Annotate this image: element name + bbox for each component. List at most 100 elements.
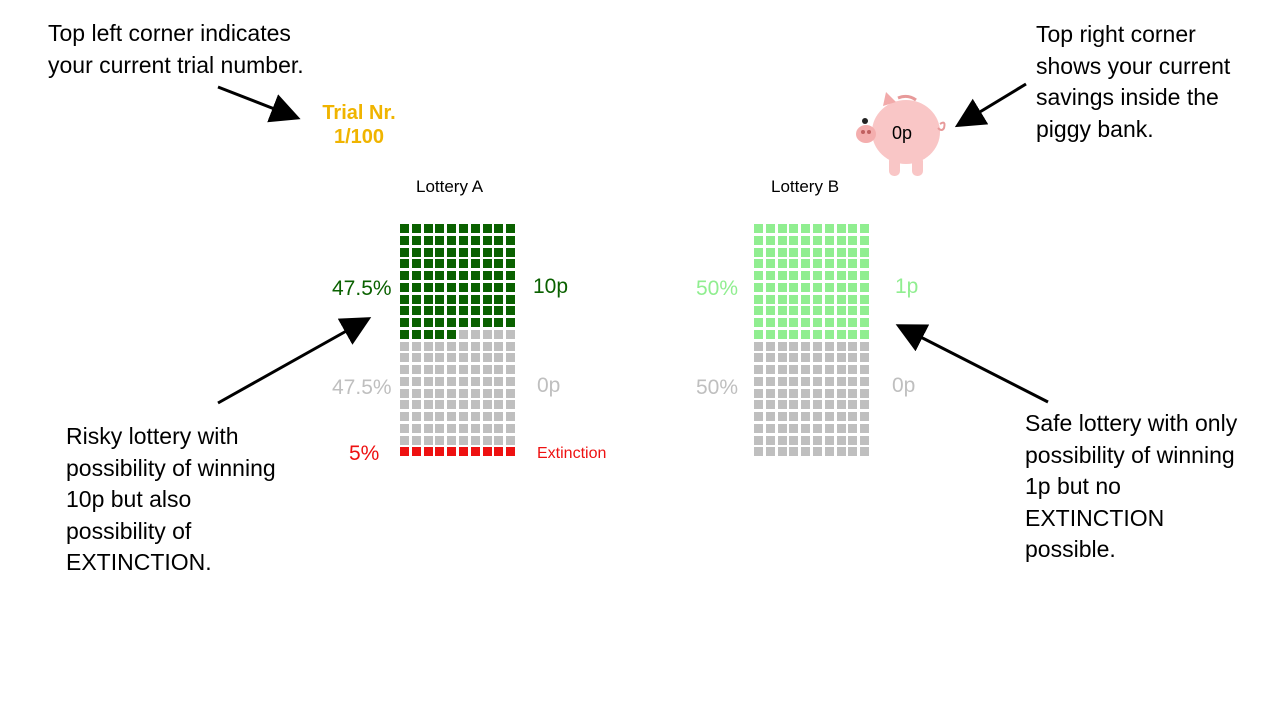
lottery-b-cell-outcome-1 <box>848 353 858 363</box>
lottery-a-zero-probability: 47.5% <box>332 376 392 399</box>
lottery-a-cell-outcome-0 <box>435 318 445 327</box>
lottery-a-cell-outcome-0 <box>411 294 421 304</box>
trial-counter: Trial Nr. 1/100 <box>316 101 402 149</box>
lottery-b-cell-outcome-1 <box>801 388 811 398</box>
lottery-b-cell-outcome-1 <box>765 376 775 386</box>
lottery-a-cell-outcome-1 <box>447 388 457 398</box>
lottery-a-cell-outcome-1 <box>470 329 480 339</box>
lottery-a-cell-outcome-1 <box>423 435 433 445</box>
lottery-a-cell-outcome-0 <box>470 259 480 269</box>
lottery-b-cell-outcome-0 <box>812 329 822 339</box>
lottery-b-cell-outcome-0 <box>848 259 858 269</box>
lottery-a-cell-outcome-1 <box>458 353 468 363</box>
lottery-a-cell-outcome-1 <box>435 423 445 433</box>
lottery-b-cell-outcome-0 <box>812 282 822 292</box>
lottery-b-cell-outcome-0 <box>812 306 822 316</box>
lottery-a-cell-outcome-1 <box>482 435 492 445</box>
lottery-b-cell-outcome-0 <box>836 271 846 280</box>
lottery-a-cell-outcome-1 <box>458 341 468 351</box>
lottery-a-cell-outcome-0 <box>447 247 457 257</box>
lottery-a-cell-outcome-0 <box>411 329 421 339</box>
lottery-a-cell-outcome-0 <box>470 318 480 327</box>
lottery-b-cell-outcome-0 <box>860 318 870 327</box>
lottery-a-cell-outcome-1 <box>494 423 504 433</box>
lottery-a-cell-outcome-1 <box>458 423 468 433</box>
lottery-b-cell-outcome-1 <box>801 353 811 363</box>
lottery-b-cell-outcome-1 <box>812 447 822 457</box>
lottery-a-cell-outcome-1 <box>458 412 468 421</box>
lottery-b-cell-outcome-0 <box>765 294 775 304</box>
lottery-b-cell-outcome-1 <box>765 423 775 433</box>
lottery-a-cell-outcome-0 <box>482 318 492 327</box>
lottery-a-cell-outcome-0 <box>447 329 457 339</box>
lottery-b-cell-outcome-0 <box>812 271 822 280</box>
lottery-a-cell-outcome-1 <box>482 400 492 410</box>
lottery-a-grid[interactable] <box>400 224 516 457</box>
lottery-a-cell-outcome-0 <box>423 247 433 257</box>
lottery-b-cell-outcome-1 <box>812 353 822 363</box>
lottery-a-cell-outcome-0 <box>506 282 516 292</box>
lottery-a-cell-outcome-1 <box>447 423 457 433</box>
lottery-b-cell-outcome-0 <box>836 259 846 269</box>
lottery-b-cell-outcome-0 <box>789 235 799 245</box>
lottery-b-cell-outcome-1 <box>812 365 822 374</box>
lottery-b-cell-outcome-1 <box>777 341 787 351</box>
lottery-b-cell-outcome-0 <box>848 247 858 257</box>
lottery-a-cell-outcome-0 <box>447 259 457 269</box>
lottery-b-cell-outcome-0 <box>812 259 822 269</box>
lottery-b-cell-outcome-0 <box>824 271 834 280</box>
lottery-b-cell-outcome-1 <box>754 423 763 433</box>
lottery-b-cell-outcome-1 <box>848 412 858 421</box>
lottery-b-cell-outcome-0 <box>754 259 763 269</box>
lottery-b-cell-outcome-1 <box>754 341 763 351</box>
lottery-a-cell-outcome-0 <box>400 329 409 339</box>
lottery-a-cell-outcome-1 <box>458 435 468 445</box>
lottery-a-cell-outcome-0 <box>400 318 409 327</box>
lottery-a-cell-outcome-1 <box>435 435 445 445</box>
lottery-a-cell-outcome-0 <box>482 224 492 233</box>
lottery-a-cell-outcome-0 <box>400 235 409 245</box>
lottery-a-cell-outcome-0 <box>458 247 468 257</box>
lottery-b-cell-outcome-0 <box>860 294 870 304</box>
lottery-a-cell-outcome-1 <box>400 353 409 363</box>
lottery-b-cell-outcome-1 <box>801 400 811 410</box>
lottery-b-cell-outcome-1 <box>789 365 799 374</box>
lottery-b-cell-outcome-0 <box>765 318 775 327</box>
lottery-a-cell-outcome-1 <box>435 365 445 374</box>
lottery-a-cell-outcome-0 <box>435 259 445 269</box>
lottery-a-cell-outcome-1 <box>482 376 492 386</box>
lottery-a-cell-outcome-0 <box>482 247 492 257</box>
lottery-a-cell-outcome-0 <box>400 282 409 292</box>
lottery-a-cell-outcome-0 <box>470 224 480 233</box>
lottery-a-cell-outcome-1 <box>400 423 409 433</box>
lottery-a-cell-outcome-0 <box>506 271 516 280</box>
lottery-a-cell-outcome-0 <box>506 294 516 304</box>
lottery-b-cell-outcome-0 <box>860 259 870 269</box>
lottery-b-cell-outcome-1 <box>801 447 811 457</box>
lottery-a-cell-outcome-1 <box>423 412 433 421</box>
lottery-b-cell-outcome-0 <box>789 329 799 339</box>
lottery-b-title[interactable]: Lottery B <box>771 177 840 196</box>
lottery-b-cell-outcome-0 <box>801 235 811 245</box>
lottery-b-cell-outcome-0 <box>801 318 811 327</box>
lottery-a-cell-outcome-0 <box>494 306 504 316</box>
lottery-a-cell-outcome-0 <box>458 294 468 304</box>
lottery-a-cell-outcome-0 <box>482 259 492 269</box>
lottery-b-cell-outcome-0 <box>765 329 775 339</box>
lottery-a-extinction-probability: 5% <box>349 442 380 465</box>
lottery-a-title[interactable]: Lottery A <box>416 177 484 196</box>
lottery-a-cell-outcome-0 <box>506 259 516 269</box>
lottery-b-cell-outcome-1 <box>824 447 834 457</box>
lottery-b-grid[interactable] <box>754 224 870 457</box>
lottery-a-cell-outcome-0 <box>411 235 421 245</box>
lottery-a-cell-outcome-1 <box>494 388 504 398</box>
lottery-a-cell-outcome-1 <box>470 365 480 374</box>
lottery-b-cell-outcome-0 <box>860 271 870 280</box>
lottery-a-cell-outcome-1 <box>447 400 457 410</box>
lottery-b-cell-outcome-1 <box>836 365 846 374</box>
lottery-a-cell-outcome-1 <box>411 400 421 410</box>
lottery-a-cell-outcome-0 <box>482 306 492 316</box>
lottery-a-cell-outcome-0 <box>506 306 516 316</box>
lottery-b-cell-outcome-1 <box>824 341 834 351</box>
lottery-b-cell-outcome-1 <box>824 412 834 421</box>
